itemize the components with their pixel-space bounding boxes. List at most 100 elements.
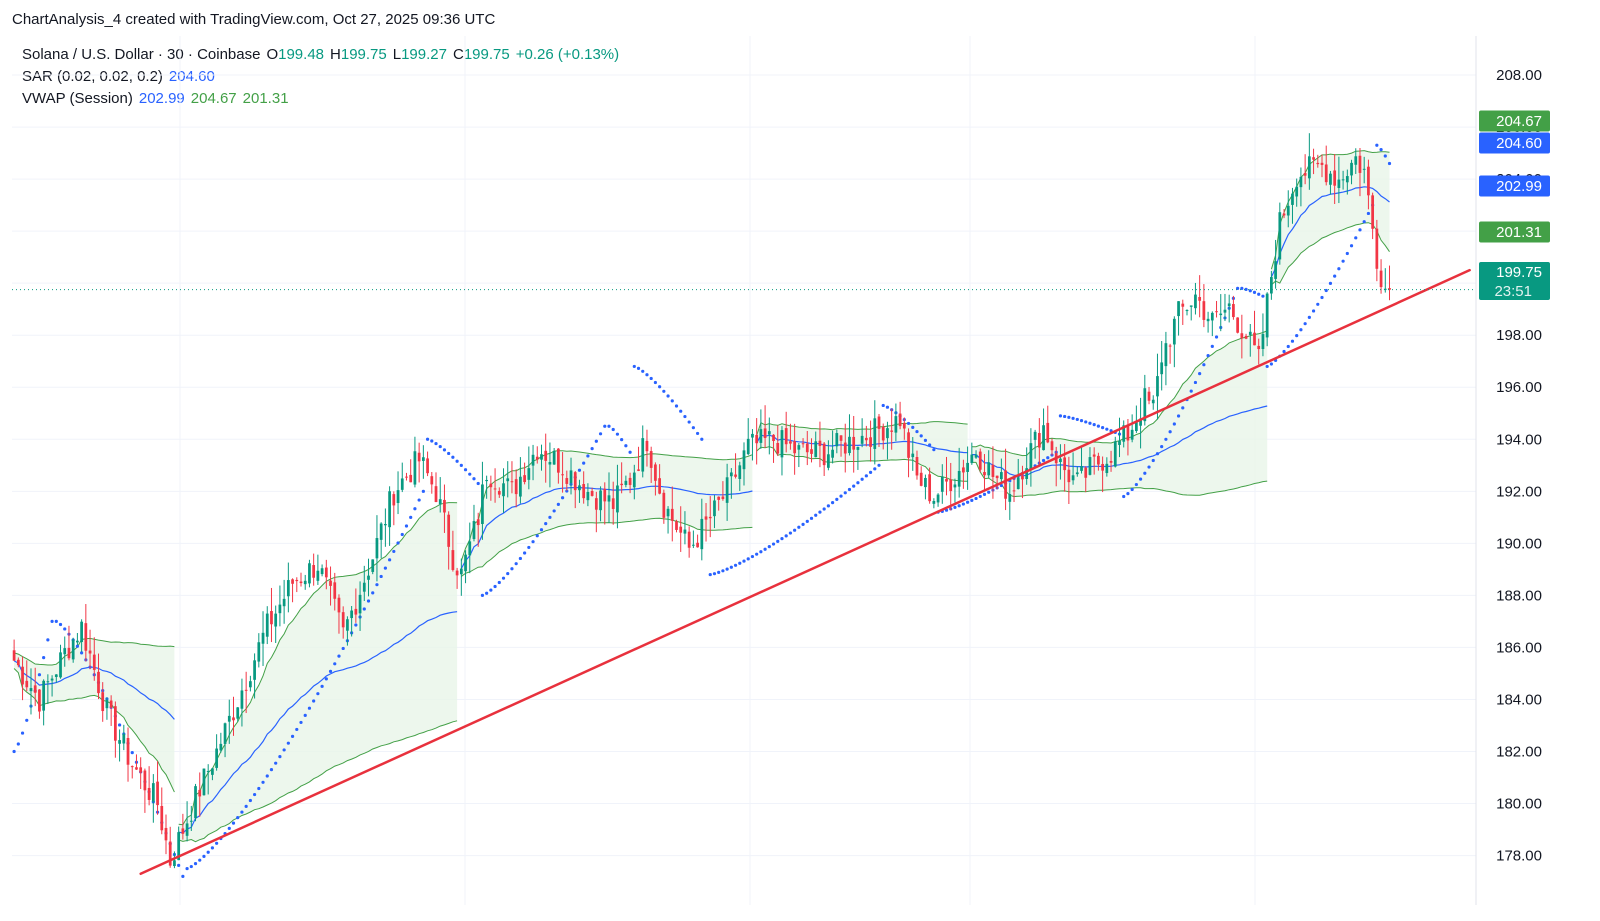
vwap-lower-value: 201.31 bbox=[242, 90, 289, 107]
candle-60 bbox=[265, 606, 269, 645]
candle-107 bbox=[464, 550, 467, 584]
sar-dot-2-96 bbox=[417, 498, 421, 502]
sar-dot-7-182 bbox=[780, 537, 784, 541]
sar-dot-4-113 bbox=[489, 588, 493, 592]
candle-308 bbox=[1312, 148, 1315, 175]
candle-body-229 bbox=[978, 451, 982, 470]
candle-body-39 bbox=[177, 832, 181, 861]
candle-56 bbox=[249, 675, 252, 692]
candle-body-296 bbox=[1261, 334, 1265, 350]
price-label-0: 204.67 bbox=[1479, 110, 1550, 132]
price-label-2: 202.99 bbox=[1479, 175, 1550, 197]
candle-body-74 bbox=[324, 567, 328, 578]
candle-160 bbox=[687, 526, 691, 558]
sar-dot-7-188 bbox=[805, 519, 809, 523]
candle-body-161 bbox=[692, 544, 695, 546]
candle-body-275 bbox=[1172, 318, 1176, 345]
price-axis[interactable]: 178.00 180.00 182.00 184.00 186.00 188.00 190.… bbox=[1475, 36, 1542, 905]
price-tick-2: 182.00 bbox=[1496, 743, 1542, 760]
sar-dot-4-118 bbox=[510, 567, 514, 571]
sar-dot-2-48 bbox=[215, 841, 219, 845]
close-value: 199.75 bbox=[463, 46, 510, 63]
sar-dot-2-43 bbox=[193, 862, 198, 866]
candle-192 bbox=[822, 441, 826, 477]
candle-213 bbox=[911, 437, 915, 471]
sar-dot-6-163 bbox=[700, 437, 704, 441]
candle-body-78 bbox=[341, 612, 345, 628]
candle-body-118 bbox=[510, 481, 514, 483]
sar-dot-13-313 bbox=[1333, 274, 1337, 278]
candle-body-164 bbox=[704, 516, 708, 520]
price-tick-7: 192.00 bbox=[1496, 483, 1542, 500]
sar-dot-2-91 bbox=[396, 541, 400, 545]
candle-body-106 bbox=[459, 568, 463, 575]
candle-body-49 bbox=[219, 743, 223, 751]
sar-dot-7-189 bbox=[809, 516, 814, 520]
sar-dot-2-56 bbox=[248, 798, 252, 803]
sar-dot-4-114 bbox=[493, 584, 497, 589]
candle-body-317 bbox=[1350, 162, 1353, 176]
candle-body-184 bbox=[789, 441, 792, 444]
candle-body-85 bbox=[371, 559, 375, 572]
sar-dot-11-279 bbox=[1189, 389, 1193, 393]
candle-body-246 bbox=[1050, 441, 1054, 451]
candle-284 bbox=[1210, 311, 1214, 337]
candle-222 bbox=[949, 462, 953, 511]
candle-197 bbox=[843, 423, 847, 473]
sar-dot-11-272 bbox=[1160, 445, 1164, 449]
price-tick-9: 196.00 bbox=[1496, 379, 1542, 396]
candle-body-274 bbox=[1168, 345, 1172, 347]
candle-body-24 bbox=[113, 706, 117, 741]
candle-142 bbox=[611, 481, 615, 525]
candle-110 bbox=[476, 512, 480, 547]
sar-dot-3-101 bbox=[438, 444, 442, 449]
candle-75 bbox=[329, 566, 332, 606]
candle-body-206 bbox=[881, 426, 885, 441]
candle-311 bbox=[1324, 145, 1328, 186]
vwap-lower-band-4 bbox=[971, 461, 1268, 498]
candle-1 bbox=[16, 657, 20, 668]
candle-77 bbox=[337, 594, 341, 634]
sar-dot-8-218 bbox=[932, 448, 936, 452]
vwap-line-2 bbox=[460, 485, 753, 569]
candle-body-96 bbox=[417, 452, 421, 462]
candle-111 bbox=[481, 461, 484, 540]
candle-body-132 bbox=[569, 470, 573, 483]
candle-294 bbox=[1253, 310, 1256, 346]
candles bbox=[12, 133, 1391, 869]
candle-159 bbox=[683, 511, 687, 545]
candle-39 bbox=[177, 826, 181, 861]
candle-body-326 bbox=[1388, 288, 1391, 290]
sar-dot-0-6 bbox=[37, 673, 42, 677]
candle-248 bbox=[1059, 444, 1062, 480]
candle-278 bbox=[1185, 309, 1189, 316]
sar-dot-7-178 bbox=[763, 547, 767, 551]
candle-139 bbox=[599, 486, 602, 522]
candle-172 bbox=[738, 461, 742, 491]
candle-body-86 bbox=[375, 538, 379, 559]
candle-243 bbox=[1037, 418, 1041, 465]
candle-72 bbox=[316, 554, 320, 585]
sar-dot-2-78 bbox=[341, 646, 345, 651]
candle-260 bbox=[1109, 450, 1113, 472]
candle-30 bbox=[139, 757, 143, 790]
candle-body-172 bbox=[738, 465, 742, 479]
sar-dot-2-66 bbox=[290, 734, 295, 738]
candle-body-238 bbox=[1016, 477, 1020, 490]
sar-dot-13-304 bbox=[1295, 333, 1299, 338]
candle-6 bbox=[38, 689, 41, 719]
candle-225 bbox=[962, 459, 965, 489]
sar-dot-7-198 bbox=[847, 487, 852, 492]
candle-body-11 bbox=[59, 652, 62, 678]
candle-body-137 bbox=[590, 491, 594, 496]
candle-body-25 bbox=[118, 740, 121, 744]
sar-dot-3-103 bbox=[447, 451, 451, 456]
sar-dot-2-60 bbox=[265, 774, 269, 778]
candle-body-255 bbox=[1088, 457, 1092, 475]
candle-124 bbox=[535, 446, 539, 464]
candle-body-156 bbox=[670, 508, 674, 521]
candle-body-76 bbox=[333, 582, 337, 599]
candle-body-124 bbox=[535, 456, 539, 460]
sar-dot-13-302 bbox=[1286, 344, 1290, 349]
